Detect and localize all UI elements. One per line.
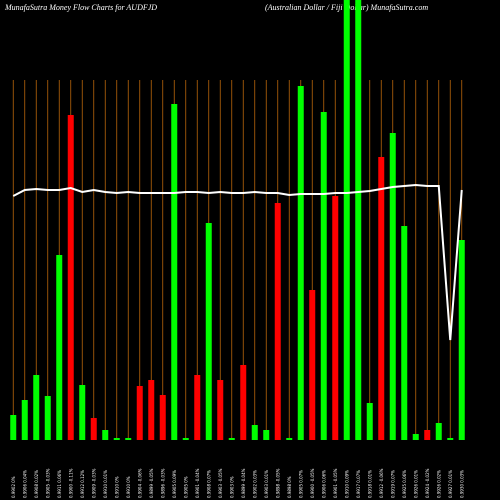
x-tick-label: 0.9902 0.03%	[252, 470, 257, 498]
x-tick-label: 0.9909 -0.03%	[91, 468, 96, 498]
bar	[355, 0, 362, 440]
bar	[79, 385, 86, 440]
bar	[447, 438, 454, 440]
x-tick-label: 0.9926 0.02%	[436, 470, 441, 498]
x-tick-label: 0.9905 0.09%	[172, 470, 177, 498]
bar	[159, 395, 166, 440]
bar	[401, 226, 408, 440]
x-tick-label: 0.9910 0.01%	[103, 470, 108, 498]
bar	[412, 434, 419, 440]
bar	[458, 240, 465, 440]
bar	[56, 255, 63, 440]
x-tick-label: 0.9908 0.07%	[206, 470, 211, 498]
x-tick-label: 0.9903 -0.05%	[218, 468, 223, 498]
x-tick-label: 0.9906 0.04%	[22, 470, 27, 498]
bar	[263, 430, 270, 440]
bar	[240, 365, 247, 440]
x-tick-label: 0.9905 -0.03%	[45, 468, 50, 498]
x-tick-label: 0.9903 0.01%	[264, 470, 269, 498]
x-tick-label: 0.9898 0%	[287, 476, 292, 498]
x-tick-label: 0.9910 0%	[126, 476, 131, 498]
x-tick-label: 0.9901 -0.04%	[195, 468, 200, 498]
bar	[90, 418, 97, 440]
x-tick-label: 0.9924 -0.02%	[425, 468, 430, 498]
bar	[10, 415, 17, 440]
bar	[21, 400, 28, 440]
bar	[366, 403, 373, 440]
bar	[435, 423, 442, 440]
bar	[171, 104, 178, 440]
bar	[378, 157, 385, 440]
bar	[309, 290, 316, 440]
bar	[67, 115, 74, 440]
bar	[389, 133, 396, 440]
x-tick-label: 0.9900 -0.11%	[68, 468, 73, 498]
x-tick-label: 0.9930 0.03%	[459, 470, 464, 498]
bar	[125, 438, 132, 440]
bar	[33, 375, 40, 440]
bar	[320, 112, 327, 440]
bar	[217, 380, 224, 440]
price-line	[12, 183, 463, 341]
x-tick-label: 0.9905 0%	[183, 476, 188, 498]
x-tick-label: 0.9911 0.06%	[57, 470, 62, 498]
x-tick-label: 0.9917 0.07%	[356, 470, 361, 498]
bar	[286, 438, 293, 440]
x-tick-label: 0.9900 -0.05%	[310, 468, 315, 498]
x-tick-label: 0.9899 -0.04%	[241, 468, 246, 498]
x-tick-label: 0.9926 0.01%	[413, 470, 418, 498]
x-tick-label: 0.9912 0.12%	[80, 470, 85, 498]
bar	[274, 203, 281, 440]
bar	[205, 223, 212, 440]
bar	[182, 438, 189, 440]
x-tick-label: 0.9919 0.07%	[390, 470, 395, 498]
x-tick-label: 0.9898 -0.05%	[275, 468, 280, 498]
x-tick-label: 0.9918 0.01%	[367, 470, 372, 498]
x-tick-label: 0.9896 -0.03%	[160, 468, 165, 498]
bar	[424, 430, 431, 440]
x-tick-label: 0.9927 0.01%	[448, 470, 453, 498]
bar	[113, 438, 120, 440]
bar	[228, 438, 235, 440]
x-tick-label: 0.9925 0.06%	[402, 470, 407, 498]
bar	[297, 86, 304, 440]
x-tick-label: 0.9901 -0.05%	[333, 468, 338, 498]
x-tick-label: 0.9908 0.02%	[34, 470, 39, 498]
x-tick-label: 0.9906 0.06%	[321, 470, 326, 498]
bar	[102, 430, 109, 440]
x-tick-label: 0.9910 0.09%	[344, 470, 349, 498]
chart-title: MunafaSutra Money Flow Charts for AUDFJD	[4, 3, 157, 12]
x-tick-label: 0.9902 0%	[11, 476, 16, 498]
x-tick-label: 0.9903 0%	[229, 476, 234, 498]
bar	[332, 196, 339, 440]
x-tick-label: 0.9905 0.07%	[298, 470, 303, 498]
bar	[136, 386, 143, 440]
bar	[194, 375, 201, 440]
x-tick-label: 0.9904 -0.06%	[137, 468, 142, 498]
x-tick-label: 0.9899 -0.05%	[149, 468, 154, 498]
x-tick-label: 0.9910 0%	[114, 476, 119, 498]
bar	[148, 380, 155, 440]
bar	[44, 396, 51, 440]
bar	[343, 0, 350, 440]
x-tick-label: 0.9912 -0.06%	[379, 468, 384, 498]
bar	[251, 425, 258, 440]
